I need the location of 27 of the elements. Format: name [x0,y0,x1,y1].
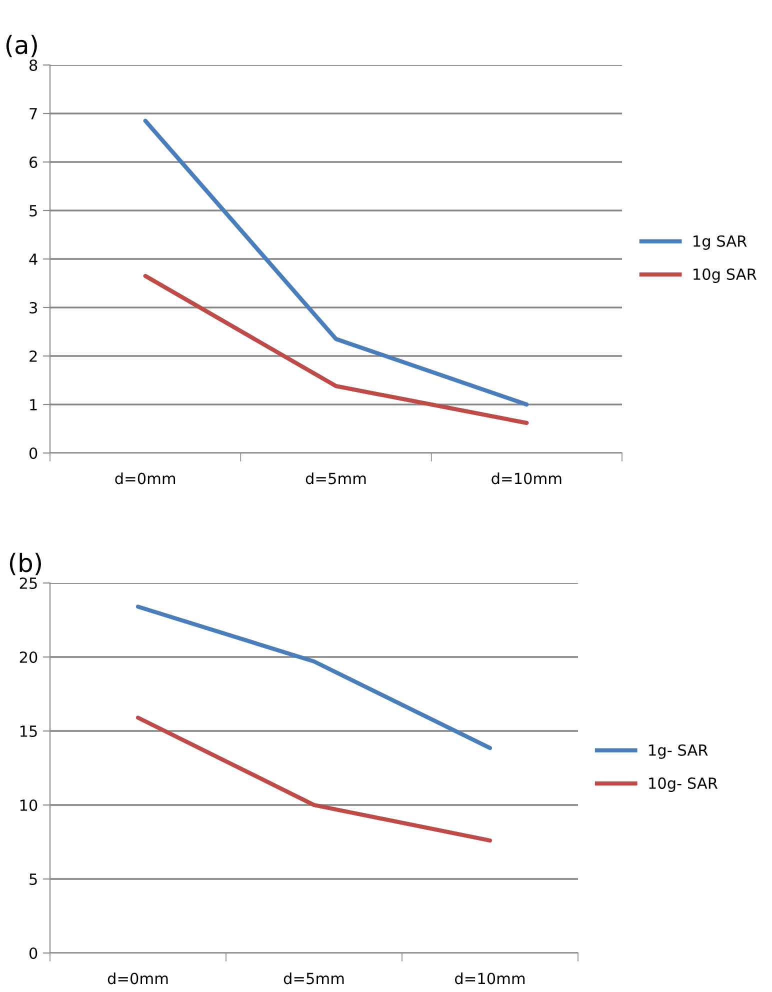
y-tick-label: 20 [20,651,38,664]
y-tick-label: 10 [20,799,38,812]
y-tick-label: 7 [30,108,37,120]
x-tick-label: d=0mm [108,972,168,984]
y-tick-label: 0 [29,447,38,460]
x-tick-label: d=10mm [454,972,525,984]
legend-label: 1g SAR [694,235,747,250]
y-tick-label: 4 [29,254,38,265]
x-tick-label: d=5mm [306,472,366,484]
y-tick-label: 0 [29,947,38,960]
chart-title: (a) [6,34,37,58]
y-tick-label: 2 [30,350,37,362]
legend-label: 10g- SAR [649,777,718,792]
x-tick-label: d=0mm [115,472,176,484]
legend-label: 1g- SAR [649,744,708,759]
y-tick-label: 5 [30,205,37,217]
y-tick-label: 25 [20,577,37,590]
y-tick-label: 6 [30,156,38,168]
y-tick-label: 3 [30,302,37,314]
y-tick-label: 15 [20,726,37,738]
legend-label: 10g SAR [694,268,756,283]
chart-title: (b) [10,552,41,576]
x-tick-label: d=10mm [492,472,562,484]
y-tick-label: 8 [30,59,38,72]
y-tick-label: 5 [30,874,37,886]
x-tick-label: d=5mm [284,972,344,984]
y-tick-label: 1 [30,399,37,410]
